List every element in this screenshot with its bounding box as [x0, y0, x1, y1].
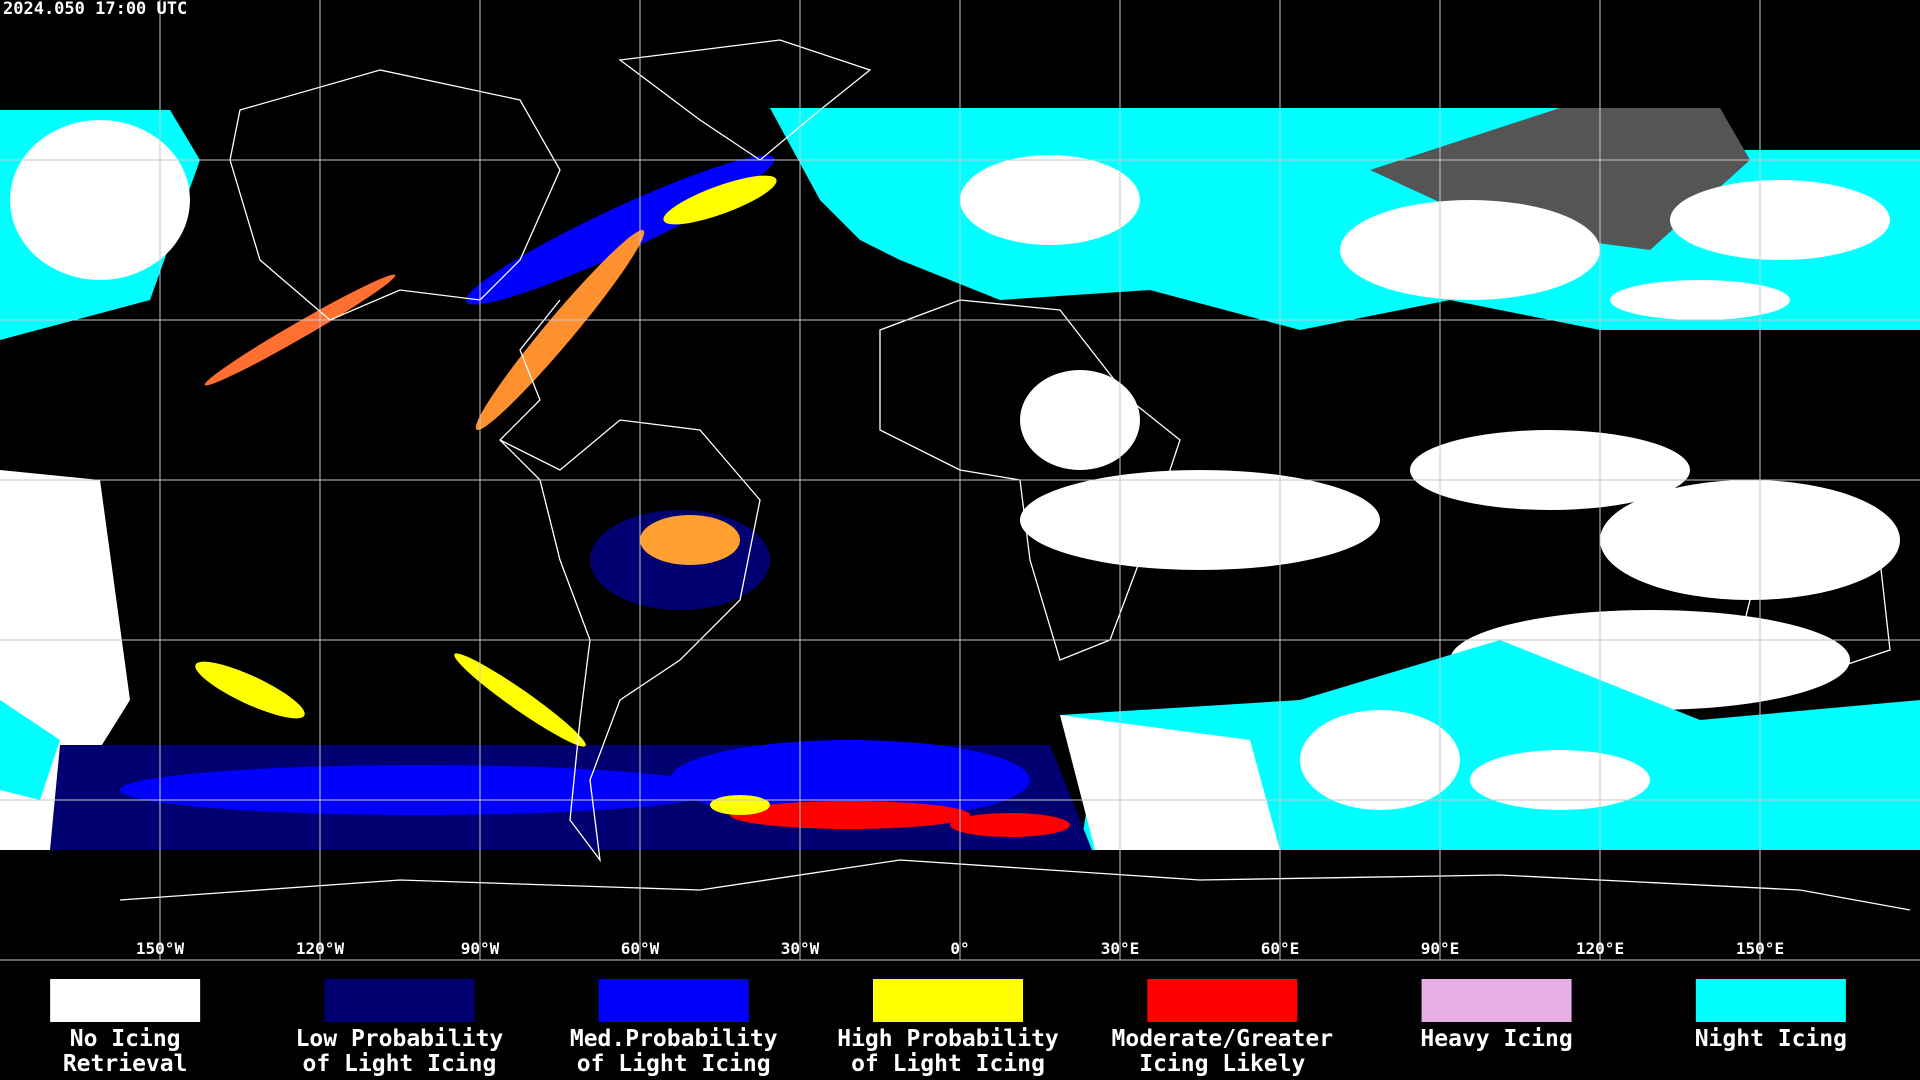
legend-swatch [598, 979, 749, 1022]
lon-label: 60°W [621, 939, 660, 958]
med-icing-region [120, 765, 720, 815]
legend-label: Retrieval [63, 1051, 188, 1077]
legend-swatch [324, 979, 475, 1022]
timestamp: 2024.050 17:00 UTC [3, 0, 187, 19]
mod-icing-region [950, 813, 1070, 837]
legend-label: Heavy Icing [1420, 1026, 1572, 1052]
mod-icing-region [730, 801, 970, 829]
cloud [1600, 480, 1900, 600]
mod-icing-region [204, 274, 396, 386]
coastline [119, 859, 1911, 911]
legend-label: of Light Icing [851, 1051, 1045, 1077]
legend-label: High Probability [837, 1026, 1059, 1052]
lon-label: 60°E [1261, 939, 1300, 958]
legend-label: Low Probability [296, 1026, 504, 1052]
cloud [1020, 470, 1380, 570]
lat-label: 30°S [4, 642, 43, 661]
cloud [1670, 180, 1890, 260]
cloud [1020, 370, 1140, 470]
cloud [960, 155, 1140, 245]
legend-label: Night Icing [1695, 1026, 1847, 1052]
med-icing-region [465, 155, 775, 305]
cloud [1340, 200, 1600, 300]
legend-label: No Icing [70, 1026, 181, 1052]
legend-label: of Light Icing [577, 1051, 771, 1077]
lon-label: 150°E [1736, 939, 1784, 958]
lon-label: 30°W [781, 939, 820, 958]
lon-label: 90°E [1421, 939, 1460, 958]
legend-swatch [873, 979, 1023, 1022]
axis-labels: 150°W 120°W 90°W 60°W 30°W 0° 30°E 60°E 90°E 120°… [4, 642, 1784, 958]
cloud [1300, 710, 1460, 810]
legend-label: Moderate/Greater [1112, 1026, 1334, 1052]
lon-label: 120°E [1576, 939, 1624, 958]
night-icing-region [0, 700, 60, 800]
cloud [1410, 430, 1690, 510]
cloud [1060, 715, 1280, 850]
legend-label: of Light Icing [302, 1051, 496, 1077]
legend-label: Icing Likely [1139, 1051, 1305, 1077]
mod-icing-region [475, 230, 645, 430]
legend-label: Med.Probability [570, 1026, 778, 1052]
lon-label: 120°W [296, 939, 345, 958]
legend-swatch [1695, 979, 1846, 1022]
lon-label: 150°W [136, 939, 185, 958]
cloud [1470, 750, 1650, 810]
lon-label: 0° [950, 939, 969, 958]
cloud [1610, 280, 1790, 320]
high-icing-region [663, 175, 777, 225]
high-icing-region [640, 515, 740, 565]
night-icing-region [1060, 640, 1920, 850]
legend-swatch [50, 979, 201, 1022]
coastline [618, 39, 872, 161]
high-icing-region [195, 661, 305, 719]
graticule [0, 0, 1920, 960]
cloud [10, 120, 190, 280]
legend-swatch [1421, 979, 1572, 1022]
high-icing-region [710, 795, 770, 815]
coastline [1739, 559, 1891, 681]
legend-swatch [1147, 979, 1298, 1022]
lon-label: 90°W [461, 939, 500, 958]
lon-label: 30°E [1101, 939, 1140, 958]
high-icing-region [454, 653, 586, 747]
sparse-retrieval [1370, 108, 1750, 250]
